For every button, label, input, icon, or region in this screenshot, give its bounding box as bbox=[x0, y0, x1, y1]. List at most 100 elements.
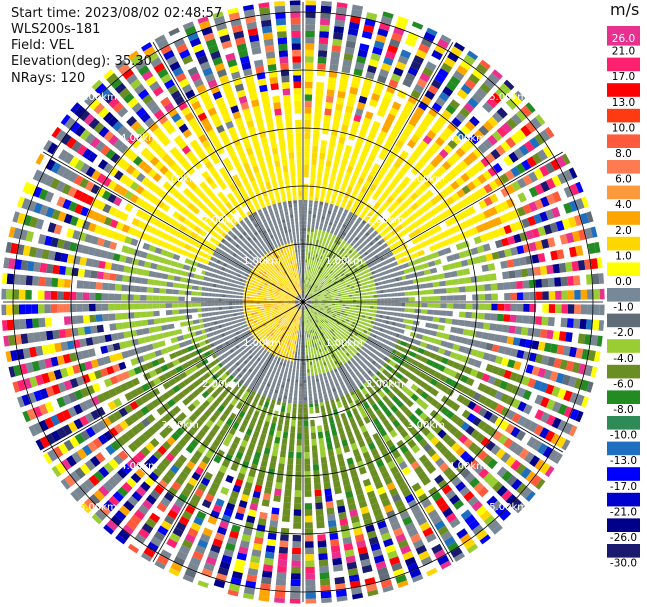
range-gate bbox=[280, 358, 284, 363]
range-gate bbox=[350, 242, 355, 247]
range-gate bbox=[343, 285, 347, 289]
range-gate bbox=[332, 287, 337, 291]
range-gate bbox=[310, 297, 314, 299]
range-gate bbox=[328, 416, 335, 424]
range-gate bbox=[543, 224, 553, 235]
range-gate bbox=[273, 494, 281, 502]
range-gate bbox=[372, 274, 377, 279]
range-gate bbox=[285, 476, 293, 484]
range-gate bbox=[365, 260, 370, 265]
range-gate bbox=[175, 329, 183, 335]
range-gate bbox=[299, 323, 301, 328]
range-gate bbox=[318, 322, 322, 326]
range-gate bbox=[326, 323, 330, 328]
range-gate bbox=[321, 299, 325, 301]
range-gate bbox=[404, 100, 415, 111]
range-gate bbox=[398, 323, 403, 328]
range-gate bbox=[392, 267, 397, 272]
range-gate bbox=[431, 345, 440, 353]
range-gate bbox=[410, 428, 420, 438]
range-gate bbox=[487, 219, 497, 229]
range-gate bbox=[324, 430, 331, 438]
range-gate bbox=[385, 50, 396, 60]
range-gate bbox=[314, 371, 318, 376]
range-gate bbox=[261, 310, 265, 313]
range-gate bbox=[545, 384, 555, 395]
range-gate bbox=[325, 95, 334, 103]
range-gate bbox=[193, 324, 201, 330]
range-gate bbox=[328, 315, 332, 318]
range-gate bbox=[357, 359, 363, 365]
range-gate bbox=[350, 208, 355, 214]
range-gate bbox=[343, 250, 348, 255]
range-gate bbox=[374, 282, 379, 286]
range-gate bbox=[411, 444, 421, 454]
range-gate bbox=[456, 327, 464, 335]
range-gate bbox=[312, 275, 315, 279]
range-gate bbox=[342, 325, 346, 329]
range-gate bbox=[423, 178, 433, 188]
range-gate bbox=[391, 256, 396, 262]
range-gate bbox=[396, 439, 406, 449]
range-gate bbox=[334, 309, 339, 311]
range-gate bbox=[303, 255, 305, 260]
range-gate bbox=[339, 277, 343, 281]
range-gate bbox=[297, 433, 302, 440]
range-gate bbox=[373, 298, 378, 302]
range-gate bbox=[317, 297, 322, 299]
range-gate bbox=[283, 395, 288, 400]
range-gate bbox=[584, 334, 592, 345]
range-gate bbox=[489, 273, 497, 281]
range-gate bbox=[463, 102, 475, 113]
range-gate bbox=[329, 240, 333, 245]
range-gate bbox=[305, 560, 315, 567]
range-gate bbox=[318, 208, 322, 213]
range-gate bbox=[414, 128, 424, 139]
range-gate bbox=[485, 253, 494, 262]
range-gate bbox=[356, 347, 361, 352]
range-gate bbox=[377, 28, 389, 37]
range-gate bbox=[315, 280, 318, 285]
range-gate bbox=[547, 356, 556, 367]
range-gate bbox=[480, 156, 491, 168]
range-gate bbox=[321, 185, 327, 193]
range-gate bbox=[464, 366, 473, 375]
range-gate bbox=[360, 356, 366, 362]
range-gate bbox=[373, 339, 379, 344]
range-gate bbox=[440, 295, 447, 301]
range-gate bbox=[321, 268, 325, 272]
range-gate bbox=[382, 285, 387, 289]
range-gate bbox=[439, 148, 449, 159]
range-gate bbox=[431, 141, 441, 152]
range-gate bbox=[318, 395, 323, 400]
range-gate bbox=[330, 309, 335, 312]
range-gate bbox=[296, 365, 300, 370]
range-gate bbox=[295, 379, 299, 383]
range-gate bbox=[349, 362, 354, 368]
range-gate bbox=[428, 337, 436, 344]
range-gate bbox=[460, 172, 470, 183]
range-gate bbox=[365, 288, 370, 292]
range-gate bbox=[304, 515, 313, 523]
range-gate bbox=[321, 263, 325, 268]
range-gate bbox=[310, 310, 313, 314]
range-gate bbox=[323, 285, 328, 288]
range-gate bbox=[303, 231, 307, 235]
range-gate bbox=[470, 226, 479, 236]
range-gate bbox=[310, 299, 315, 301]
range-gate bbox=[307, 273, 309, 277]
range-gate bbox=[598, 273, 604, 284]
range-gate bbox=[327, 410, 333, 418]
range-gate bbox=[338, 459, 346, 468]
range-gate bbox=[353, 168, 361, 176]
range-gate bbox=[421, 303, 428, 308]
range-gate bbox=[504, 346, 512, 356]
range-gate bbox=[265, 480, 273, 488]
range-gate bbox=[359, 296, 364, 299]
range-gate bbox=[336, 346, 341, 351]
range-gate bbox=[370, 366, 376, 372]
range-gate bbox=[325, 404, 331, 412]
range-gate bbox=[354, 362, 360, 368]
range-gate bbox=[423, 269, 431, 275]
range-gate bbox=[291, 343, 294, 348]
